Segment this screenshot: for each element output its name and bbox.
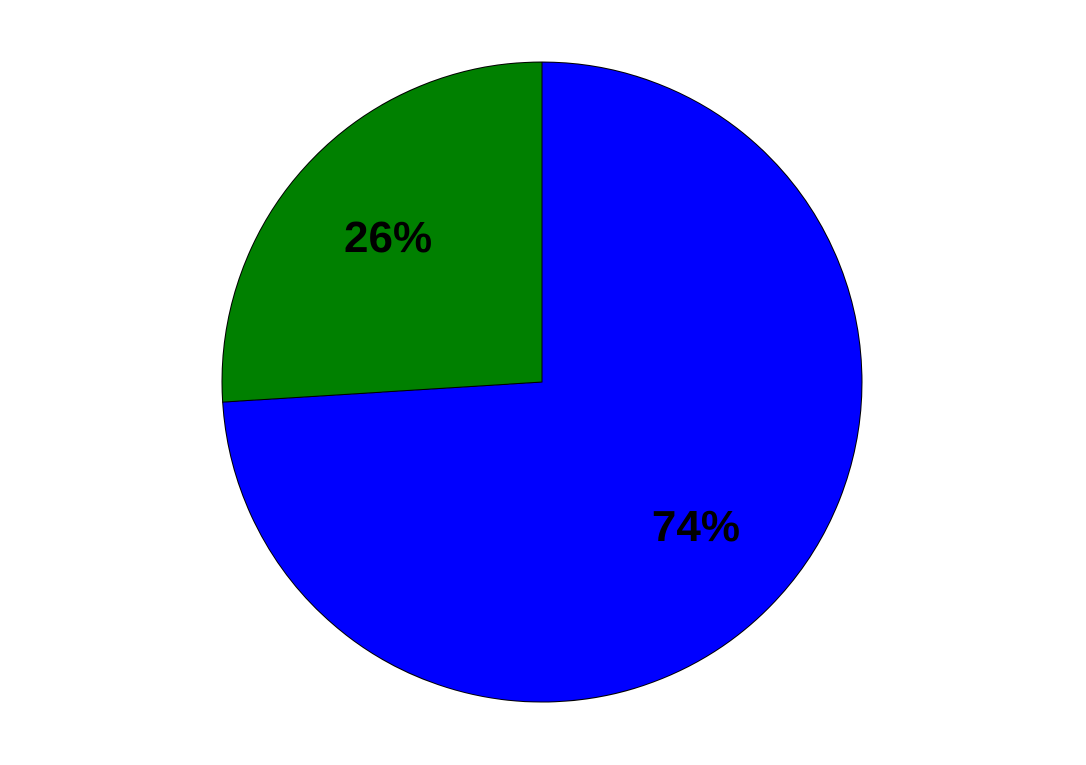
slice-label: 26% bbox=[344, 213, 432, 262]
pie-slice bbox=[221, 61, 543, 403]
slice-label: 74% bbox=[652, 502, 740, 551]
